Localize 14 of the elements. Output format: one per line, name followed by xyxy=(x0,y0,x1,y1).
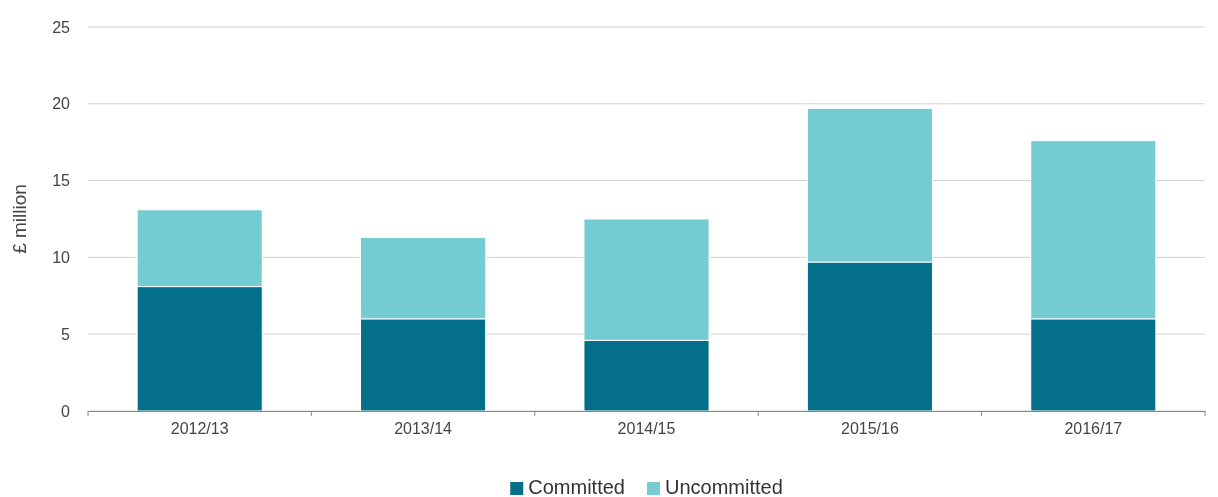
x-tick-label: 2012/13 xyxy=(170,420,229,438)
y-tick-label: 10 xyxy=(52,249,71,267)
y-tick-label: 15 xyxy=(52,172,71,190)
x-tick-label: 2013/14 xyxy=(394,420,453,438)
x-tick-label: 2015/16 xyxy=(840,420,899,438)
x-tick-label: 2016/17 xyxy=(1064,420,1123,438)
y-tick-label: 25 xyxy=(52,18,71,36)
y-tick-label: 0 xyxy=(61,402,71,420)
y-tick-label: 5 xyxy=(61,325,71,343)
x-tick-label: 2014/15 xyxy=(617,420,676,438)
y-axis-title: £ million xyxy=(9,184,30,254)
y-tick-label: 20 xyxy=(52,95,71,113)
legend-label: Committed xyxy=(528,476,625,497)
legend-label: Uncommitted xyxy=(664,476,783,497)
